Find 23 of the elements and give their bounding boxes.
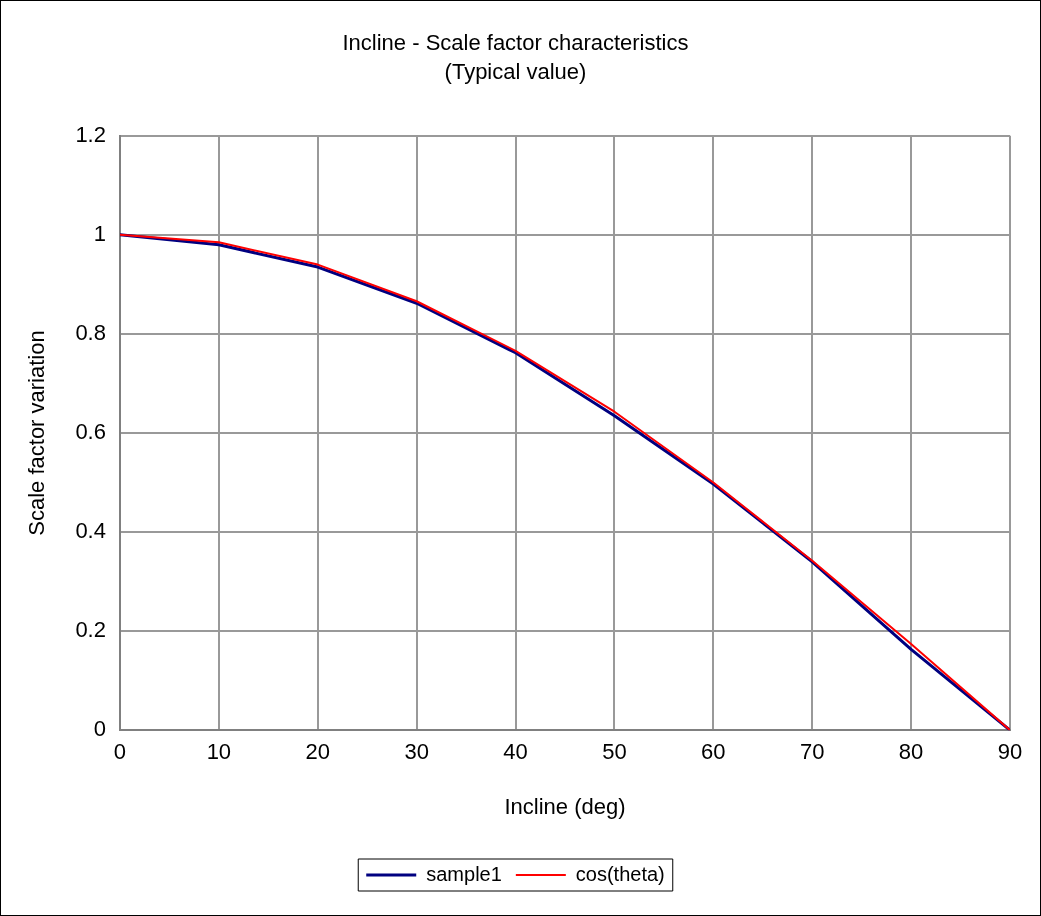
x-tick-label: 60: [701, 739, 726, 765]
x-tick-label: 70: [799, 739, 825, 765]
y-tick-label: 0.2: [75, 617, 106, 643]
y-tick-label: 0.8: [75, 320, 106, 345]
x-tick-label: 10: [206, 739, 232, 765]
y-tick-label: 1.2: [75, 121, 106, 147]
x-tick-label: 30: [404, 739, 429, 765]
chart-title: Incline - Scale factor characteristics: [342, 30, 689, 56]
x-axis-title: Incline (deg): [504, 793, 626, 819]
chart-subtitle: (Typical value): [444, 58, 587, 84]
x-tick-label: 90: [997, 739, 1023, 765]
x-tick-label: 50: [602, 739, 627, 765]
x-tick-label: 0: [113, 739, 127, 765]
legend-label: sample1: [426, 862, 502, 885]
y-tick-label: 0.6: [75, 419, 106, 445]
x-tick-label: 80: [898, 739, 924, 765]
x-tick-label: 20: [305, 739, 331, 765]
y-tick-label: 1: [93, 220, 106, 246]
x-tick-label: 40: [503, 739, 528, 765]
y-tick-label: 0: [93, 716, 106, 742]
y-axis-title: Scale factor variation: [24, 330, 50, 536]
legend-label: cos(theta): [575, 862, 665, 885]
y-tick-label: 0.4: [75, 518, 106, 544]
